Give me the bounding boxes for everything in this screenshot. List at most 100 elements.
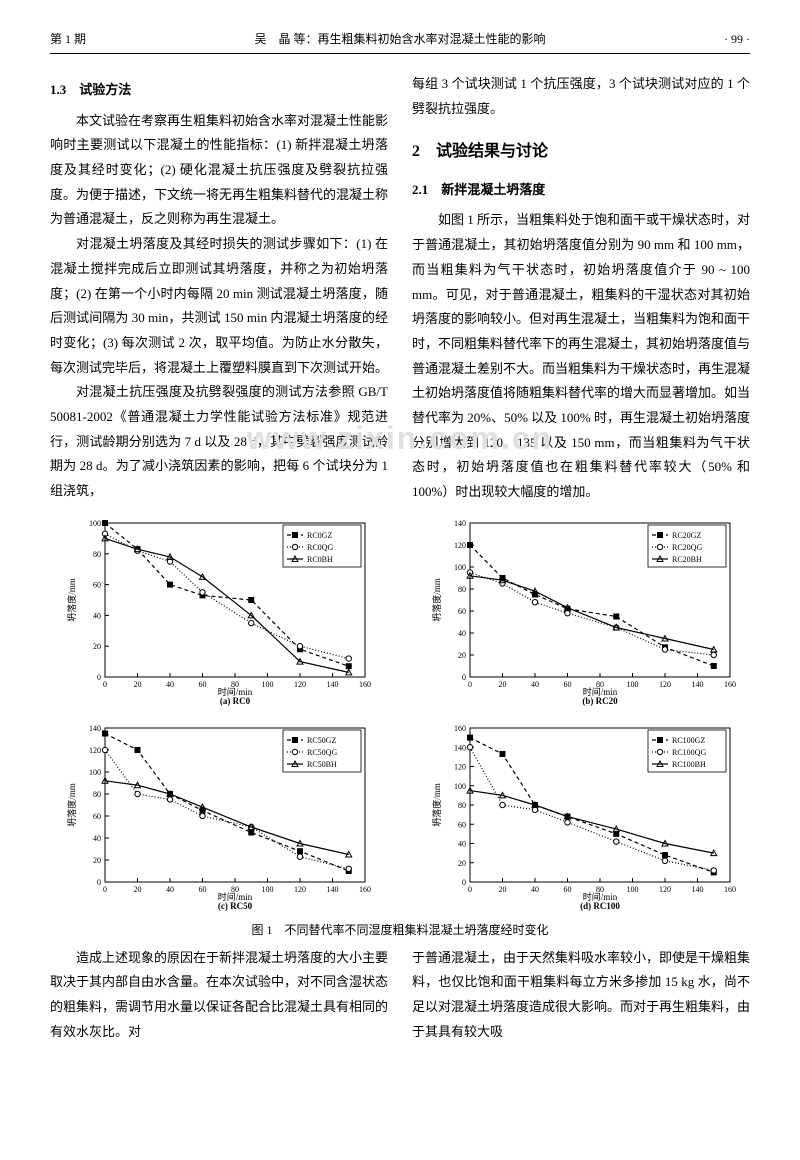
svg-text:0: 0 [462, 878, 466, 887]
svg-text:100: 100 [454, 781, 466, 790]
svg-text:120: 120 [454, 541, 466, 550]
svg-text:20: 20 [458, 858, 466, 867]
right-column: 每组 3 个试块测试 1 个抗压强度，3 个试块测试对应的 1 个劈裂抗拉强度。… [412, 72, 750, 505]
svg-text:160: 160 [454, 724, 466, 733]
section-2-1-title: 2.1 新拌混凝土坍落度 [412, 178, 750, 203]
svg-text:160: 160 [359, 885, 371, 894]
chart-panel-d: 0204060801001201401600204060801001201401… [428, 720, 738, 915]
chart-panel-a: 020406080100120140160020406080100时间/min(… [63, 515, 373, 710]
svg-text:坍落度/mm: 坍落度/mm [66, 783, 77, 827]
svg-text:140: 140 [326, 885, 338, 894]
svg-text:100: 100 [89, 768, 101, 777]
para-3: 对混凝土抗压强度及抗劈裂强度的测试方法参照 GB/T 50081-2002《普通… [50, 380, 388, 503]
svg-text:坍落度/mm: 坍落度/mm [431, 783, 442, 827]
svg-text:80: 80 [93, 790, 101, 799]
para-1: 本文试验在考察再生粗集料初始含水率对混凝土性能影响时主要测试以下混凝土的性能指标… [50, 109, 388, 232]
svg-text:RC100BH: RC100BH [672, 760, 706, 769]
svg-text:120: 120 [89, 746, 101, 755]
chart-b: 020406080100120140160020406080100120140时… [428, 515, 738, 705]
svg-text:140: 140 [89, 724, 101, 733]
svg-text:140: 140 [691, 680, 703, 689]
svg-text:140: 140 [454, 519, 466, 528]
svg-text:RC50GZ: RC50GZ [307, 736, 336, 745]
para-2: 对混凝土坍落度及其经时损失的测试步骤如下：(1) 在混凝土搅拌完成后立即测试其坍… [50, 232, 388, 380]
svg-text:40: 40 [93, 834, 101, 843]
svg-text:120: 120 [454, 762, 466, 771]
header-title: 吴 晶 等：再生粗集料初始含水率对混凝土性能的影响 [130, 30, 670, 47]
svg-text:40: 40 [166, 680, 174, 689]
section-1-3-title: 1.3 试验方法 [50, 78, 388, 103]
svg-text:0: 0 [103, 680, 107, 689]
svg-text:80: 80 [93, 550, 101, 559]
svg-text:60: 60 [563, 885, 571, 894]
svg-text:120: 120 [659, 885, 671, 894]
svg-text:RC20GZ: RC20GZ [672, 531, 701, 540]
left-column: 1.3 试验方法 本文试验在考察再生粗集料初始含水率对混凝土性能影响时主要测试以… [50, 72, 388, 505]
svg-text:20: 20 [498, 680, 506, 689]
svg-text:0: 0 [97, 878, 101, 887]
svg-text:RC20BH: RC20BH [672, 555, 702, 564]
svg-text:80: 80 [458, 585, 466, 594]
svg-text:140: 140 [454, 743, 466, 752]
svg-text:(d) RC100: (d) RC100 [580, 901, 620, 911]
svg-text:(b) RC20: (b) RC20 [582, 696, 618, 706]
svg-text:RC20QG: RC20QG [672, 543, 702, 552]
svg-text:RC0BH: RC0BH [307, 555, 333, 564]
header-left: 第 1 期 [50, 30, 130, 47]
svg-text:60: 60 [458, 820, 466, 829]
svg-text:20: 20 [133, 885, 141, 894]
svg-text:0: 0 [468, 885, 472, 894]
svg-text:20: 20 [93, 642, 101, 651]
svg-text:RC100GZ: RC100GZ [672, 736, 705, 745]
svg-text:100: 100 [89, 519, 101, 528]
svg-text:20: 20 [133, 680, 141, 689]
header-page: · 99 · [670, 32, 750, 47]
svg-text:20: 20 [498, 885, 506, 894]
svg-text:40: 40 [93, 611, 101, 620]
svg-text:60: 60 [93, 580, 101, 589]
svg-text:20: 20 [458, 651, 466, 660]
svg-text:(c) RC50: (c) RC50 [217, 901, 252, 911]
svg-text:20: 20 [93, 856, 101, 865]
svg-text:RC50BH: RC50BH [307, 760, 337, 769]
chart-c: 020406080100120140160020406080100120140时… [63, 720, 373, 910]
svg-text:160: 160 [724, 885, 736, 894]
footer-right: 于普通混凝土，由于天然集料吸水率较小，即使是干燥粗集料，也仅比饱和面干粗集料每立… [412, 946, 750, 1045]
svg-text:60: 60 [198, 885, 206, 894]
svg-text:0: 0 [468, 680, 472, 689]
svg-text:160: 160 [359, 680, 371, 689]
para-r1: 如图 1 所示，当粗集料处于饱和面干或干燥状态时，对于普通混凝土，其初始坍落度值… [412, 208, 750, 504]
svg-text:0: 0 [103, 885, 107, 894]
figure-1-caption: 图 1 不同替代率不同湿度粗集料混凝土坍落度经时变化 [50, 921, 750, 938]
svg-text:RC0QG: RC0QG [307, 543, 333, 552]
svg-text:60: 60 [563, 680, 571, 689]
svg-text:40: 40 [166, 885, 174, 894]
section-2-title: 2 试验结果与讨论 [412, 137, 750, 167]
figure-1-charts: 020406080100120140160020406080100时间/min(… [50, 515, 750, 915]
chart-panel-b: 020406080100120140160020406080100120140时… [428, 515, 738, 710]
footer-left: 造成上述现象的原因在于新拌混凝土坍落度的大小主要取决于其内部自由水含量。在本次试… [50, 946, 388, 1045]
svg-text:80: 80 [458, 801, 466, 810]
svg-text:0: 0 [97, 673, 101, 682]
svg-text:60: 60 [198, 680, 206, 689]
svg-text:坍落度/mm: 坍落度/mm [431, 578, 442, 622]
svg-text:140: 140 [691, 885, 703, 894]
chart-a: 020406080100120140160020406080100时间/min(… [63, 515, 373, 705]
svg-text:40: 40 [531, 885, 539, 894]
svg-text:0: 0 [462, 673, 466, 682]
svg-text:60: 60 [93, 812, 101, 821]
text-columns: 1.3 试验方法 本文试验在考察再生粗集料初始含水率对混凝土性能影响时主要测试以… [50, 72, 750, 505]
svg-text:100: 100 [261, 680, 273, 689]
para-cont: 每组 3 个试块测试 1 个抗压强度，3 个试块测试对应的 1 个劈裂抗拉强度。 [412, 72, 750, 121]
svg-text:160: 160 [724, 680, 736, 689]
svg-text:60: 60 [458, 607, 466, 616]
svg-text:100: 100 [626, 680, 638, 689]
svg-text:40: 40 [458, 839, 466, 848]
svg-text:120: 120 [659, 680, 671, 689]
svg-text:RC50QG: RC50QG [307, 748, 337, 757]
svg-text:120: 120 [294, 680, 306, 689]
svg-text:40: 40 [458, 629, 466, 638]
footer-columns: 造成上述现象的原因在于新拌混凝土坍落度的大小主要取决于其内部自由水含量。在本次试… [50, 946, 750, 1045]
svg-text:40: 40 [531, 680, 539, 689]
chart-panel-c: 020406080100120140160020406080100120140时… [63, 720, 373, 915]
